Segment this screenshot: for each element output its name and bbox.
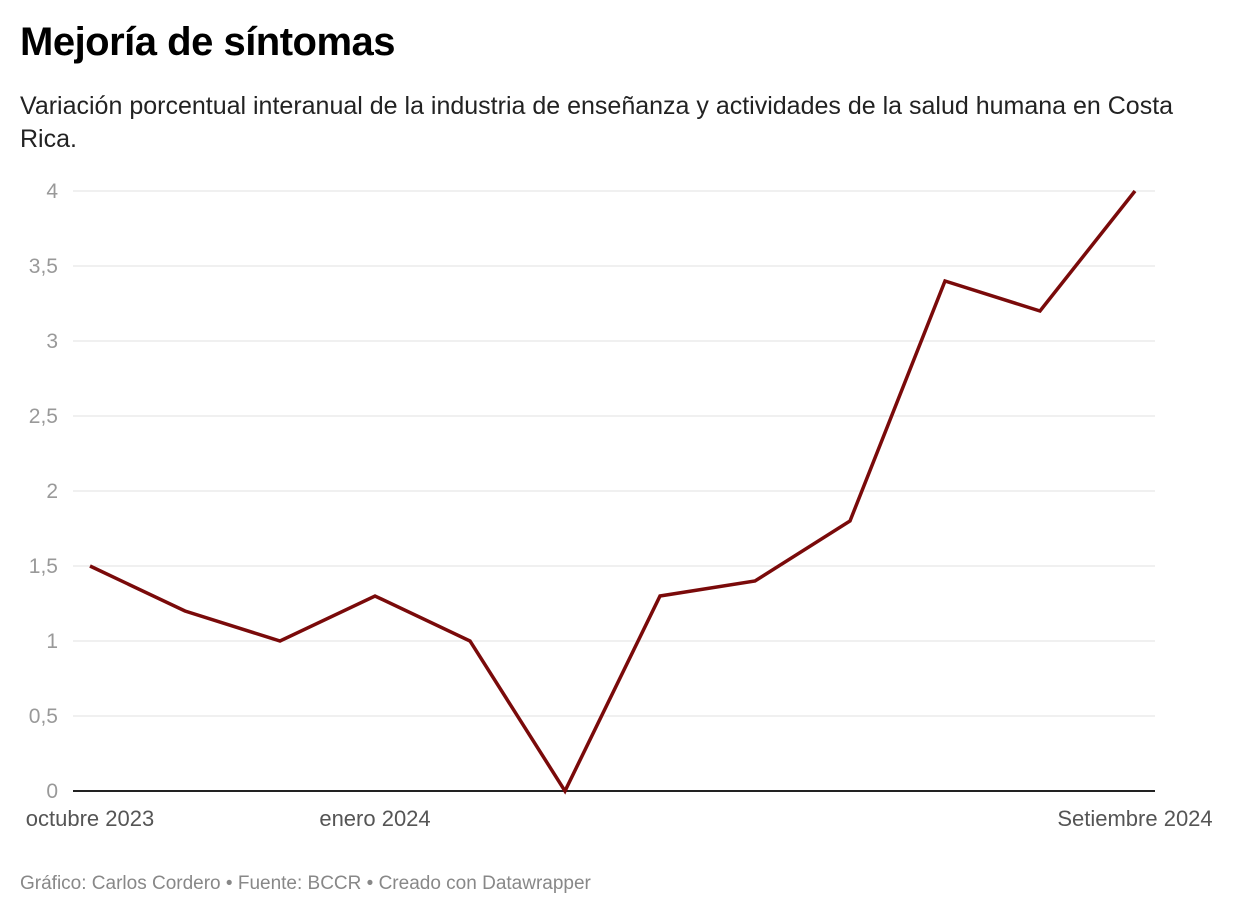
footer-credit: Gráfico: Carlos Cordero • Fuente: BCCR •… [20, 873, 591, 894]
y-tick-label: 3,5 [29, 255, 58, 278]
series-line [89, 189, 1137, 795]
chart-subtitle: Variación porcentual interanual de la in… [20, 92, 1174, 153]
chart-title: Mejoría de síntomas [20, 20, 396, 64]
x-tick-label: octubre 2023 [26, 806, 154, 831]
x-tick-label: enero 2024 [319, 806, 430, 831]
x-tick-label: Setiembre 2024 [1057, 806, 1212, 831]
y-tick-label: 2,5 [29, 405, 58, 428]
y-tick-label: 1 [46, 630, 58, 653]
y-tick-label: 0 [46, 780, 58, 803]
y-tick-label: 1,5 [29, 555, 58, 578]
y-tick-label: 0,5 [29, 705, 58, 728]
y-tick-label: 2 [46, 480, 58, 503]
y-tick-label: 3 [46, 330, 58, 353]
y-tick-label: 4 [46, 180, 58, 203]
